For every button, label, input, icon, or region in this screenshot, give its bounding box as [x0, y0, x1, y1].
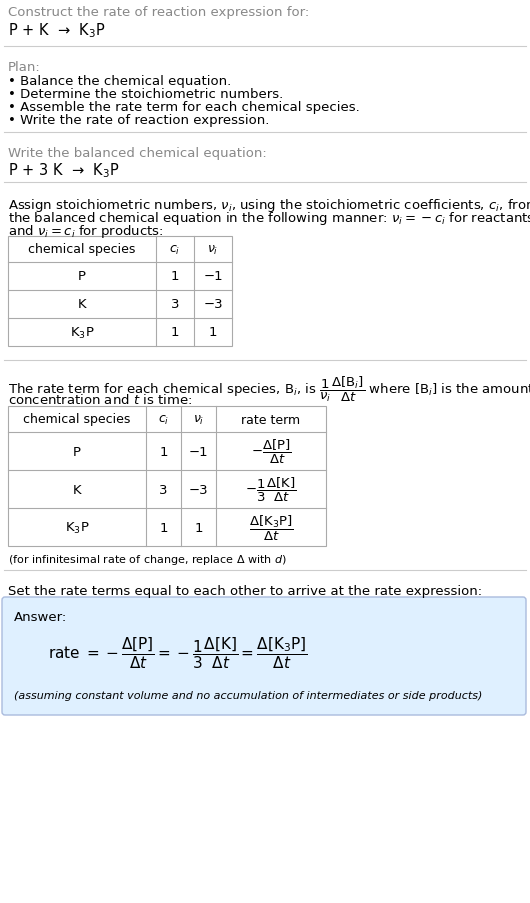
- Text: chemical species: chemical species: [28, 243, 136, 256]
- Text: Plan:: Plan:: [8, 61, 41, 74]
- Text: The rate term for each chemical species, B$_i$, is $\dfrac{1}{\nu_i}\dfrac{\Delt: The rate term for each chemical species,…: [8, 375, 530, 404]
- Text: • Determine the stoichiometric numbers.: • Determine the stoichiometric numbers.: [8, 88, 283, 101]
- Text: −3: −3: [189, 483, 208, 496]
- Text: 1: 1: [159, 521, 168, 534]
- Text: P + 3 K  →  K$_3$P: P + 3 K → K$_3$P: [8, 161, 120, 180]
- Text: K: K: [78, 298, 86, 312]
- Text: −1: −1: [189, 445, 208, 458]
- Text: P + K  →  K$_3$P: P + K → K$_3$P: [8, 21, 106, 40]
- Text: 1: 1: [159, 445, 168, 458]
- Text: • Balance the chemical equation.: • Balance the chemical equation.: [8, 75, 231, 88]
- Text: −1: −1: [203, 270, 223, 284]
- Text: rate $= -\dfrac{\Delta[\mathrm{P}]}{\Delta t} = -\dfrac{1}{3}\dfrac{\Delta[\math: rate $= -\dfrac{\Delta[\mathrm{P}]}{\Del…: [48, 634, 307, 670]
- Bar: [8, 406, 326, 546]
- Text: 3: 3: [159, 483, 168, 496]
- Text: $\nu_i$: $\nu_i$: [193, 413, 204, 426]
- Text: • Assemble the rate term for each chemical species.: • Assemble the rate term for each chemic…: [8, 101, 360, 114]
- Text: 1: 1: [171, 270, 179, 284]
- Text: rate term: rate term: [242, 413, 301, 426]
- Text: P: P: [73, 445, 81, 458]
- Bar: [8, 237, 232, 347]
- Text: 3: 3: [171, 298, 179, 312]
- Text: 1: 1: [195, 521, 203, 534]
- Text: 1: 1: [171, 326, 179, 340]
- Text: K$_3$P: K$_3$P: [70, 325, 94, 340]
- Text: • Write the rate of reaction expression.: • Write the rate of reaction expression.: [8, 114, 269, 126]
- Text: $c_i$: $c_i$: [170, 243, 181, 256]
- Text: (assuming constant volume and no accumulation of intermediates or side products): (assuming constant volume and no accumul…: [14, 690, 482, 700]
- Text: K: K: [73, 483, 81, 496]
- Text: Assign stoichiometric numbers, $\nu_i$, using the stoichiometric coefficients, $: Assign stoichiometric numbers, $\nu_i$, …: [8, 197, 530, 214]
- Text: $c_i$: $c_i$: [158, 413, 169, 426]
- Text: $-\dfrac{1}{3}\dfrac{\Delta[\mathrm{K}]}{\Delta t}$: $-\dfrac{1}{3}\dfrac{\Delta[\mathrm{K}]}…: [245, 475, 297, 504]
- Text: $\nu_i$: $\nu_i$: [207, 243, 219, 256]
- FancyBboxPatch shape: [2, 598, 526, 715]
- Text: chemical species: chemical species: [23, 413, 131, 426]
- Text: K$_3$P: K$_3$P: [65, 520, 89, 535]
- Text: and $\nu_i = c_i$ for products:: and $\nu_i = c_i$ for products:: [8, 223, 164, 239]
- Text: concentration and $t$ is time:: concentration and $t$ is time:: [8, 393, 192, 406]
- Text: −3: −3: [203, 298, 223, 312]
- Text: $\dfrac{\Delta[\mathrm{K_3P}]}{\Delta t}$: $\dfrac{\Delta[\mathrm{K_3P}]}{\Delta t}…: [249, 513, 293, 542]
- Text: the balanced chemical equation in the following manner: $\nu_i = -c_i$ for react: the balanced chemical equation in the fo…: [8, 209, 530, 227]
- Text: 1: 1: [209, 326, 217, 340]
- Text: (for infinitesimal rate of change, replace Δ with $d$): (for infinitesimal rate of change, repla…: [8, 553, 287, 566]
- Text: P: P: [78, 270, 86, 284]
- Text: Write the balanced chemical equation:: Write the balanced chemical equation:: [8, 147, 267, 160]
- Text: Construct the rate of reaction expression for:: Construct the rate of reaction expressio…: [8, 6, 309, 19]
- Text: Set the rate terms equal to each other to arrive at the rate expression:: Set the rate terms equal to each other t…: [8, 584, 482, 598]
- Text: Answer:: Answer:: [14, 610, 67, 623]
- Text: $-\dfrac{\Delta[\mathrm{P}]}{\Delta t}$: $-\dfrac{\Delta[\mathrm{P}]}{\Delta t}$: [251, 437, 292, 466]
